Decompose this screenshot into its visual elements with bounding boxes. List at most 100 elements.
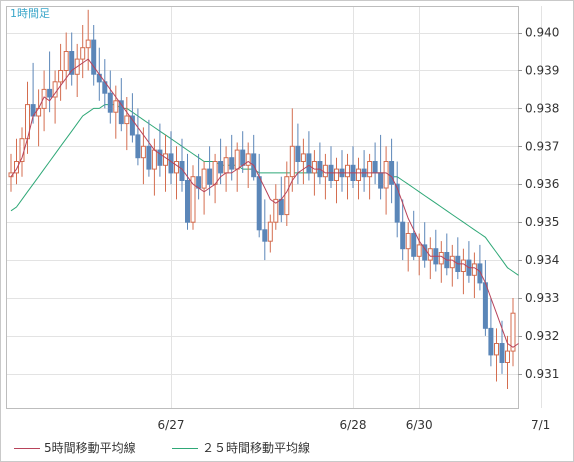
candle-body-down — [207, 168, 213, 185]
candle-body-up — [460, 259, 466, 273]
candle-body-down — [69, 51, 75, 75]
candle-body-up — [322, 164, 328, 178]
candle-body-up — [471, 263, 477, 276]
y-tick-label: 0.933 — [525, 291, 559, 305]
candle — [140, 127, 146, 185]
candle-body-down — [306, 153, 312, 174]
candle — [179, 138, 185, 192]
candle — [63, 32, 69, 90]
candle-body-up — [58, 70, 64, 83]
candle — [356, 157, 361, 200]
candle — [157, 123, 163, 177]
candle-body-down — [499, 343, 505, 363]
y-tick-label: 0.938 — [525, 101, 559, 115]
legend: 5時間移動平均線 ２５時間移動平均線 — [14, 440, 310, 455]
candle-body-down — [477, 263, 483, 284]
candle-body-down — [295, 145, 301, 163]
candle — [129, 93, 135, 143]
candle — [85, 9, 91, 71]
candle-body-up — [334, 168, 339, 182]
candle — [394, 161, 400, 238]
legend-label: 5時間移動平均線 — [44, 440, 136, 455]
candle-body-down — [47, 88, 53, 98]
candle-body-up — [494, 343, 499, 356]
candle-body-up — [311, 161, 317, 174]
candle-body-down — [378, 172, 384, 189]
candle — [389, 138, 395, 204]
candle — [505, 335, 510, 389]
candle-body-down — [135, 134, 141, 159]
candle — [245, 142, 251, 188]
candle-body-down — [422, 244, 428, 261]
legend-label: ２５時間移動平均線 — [202, 440, 310, 455]
candle-body-down — [218, 161, 224, 174]
candle — [190, 165, 196, 230]
y-tick-label: 0.932 — [525, 329, 559, 343]
candle-body-up — [345, 164, 350, 178]
grid — [6, 6, 542, 408]
candle — [58, 43, 64, 101]
candle-body-down — [91, 39, 97, 75]
x-tick-label: 6/30 — [406, 418, 433, 432]
candle — [135, 108, 141, 166]
candle-body-down — [482, 282, 488, 329]
candle-body-up — [289, 145, 295, 178]
candle-body-down — [240, 149, 246, 166]
candle-body-up — [449, 255, 455, 269]
candle-body-up — [113, 100, 119, 113]
candle-body-down — [118, 100, 124, 125]
candle — [367, 153, 373, 200]
candle — [91, 25, 97, 86]
candle — [295, 123, 301, 185]
candle-body-up — [52, 81, 58, 98]
y-tick-label: 0.939 — [525, 64, 559, 78]
candle — [107, 70, 113, 124]
y-tick-label: 0.931 — [525, 367, 559, 381]
candle-body-up — [416, 244, 422, 257]
y-tick-label: 0.934 — [525, 253, 559, 267]
candle — [47, 51, 53, 113]
candle — [80, 25, 86, 79]
candle-body-up — [245, 153, 251, 166]
candle-body-up — [151, 149, 157, 170]
candle — [300, 138, 306, 185]
candle-body-up — [438, 252, 444, 265]
candle-body-down — [488, 327, 494, 356]
candle — [267, 214, 273, 253]
candle-body-up — [14, 161, 19, 174]
candle-body-up — [356, 168, 361, 182]
ma5-line — [10, 58, 519, 348]
candle-body-up — [63, 51, 69, 71]
candle-body-down — [411, 233, 417, 257]
candle — [185, 153, 190, 230]
candle-body-up — [174, 161, 179, 174]
candle — [262, 199, 268, 261]
candle-body-down — [168, 153, 174, 174]
candle — [422, 222, 428, 268]
candle — [400, 199, 406, 261]
candle-body-up — [80, 47, 86, 60]
candle-body-up — [212, 161, 218, 185]
x-tick-label: 6/27 — [158, 418, 185, 432]
candle — [405, 222, 411, 272]
candle — [273, 184, 279, 230]
candle-body-down — [278, 198, 284, 216]
candle-body-down — [372, 161, 378, 174]
plot-area-border — [6, 6, 519, 409]
candle-body-down — [157, 149, 163, 166]
candle — [69, 32, 75, 86]
candle — [201, 161, 207, 215]
x-tick-label: 6/28 — [340, 418, 367, 432]
candle-body-up — [234, 149, 240, 170]
x-axis: 6/27 6/28 6/30 7/1 — [158, 418, 551, 432]
y-axis: 0.940 0.939 0.938 0.937 0.936 0.935 0.934 0.933… — [518, 26, 559, 381]
candle-body-down — [394, 183, 400, 223]
ma25-line — [10, 104, 519, 276]
candle-body-up — [405, 233, 411, 250]
candle-body-up — [300, 153, 306, 162]
candle-body-down — [107, 92, 113, 113]
candle — [334, 157, 339, 204]
candle — [345, 153, 350, 200]
candle — [510, 298, 516, 367]
